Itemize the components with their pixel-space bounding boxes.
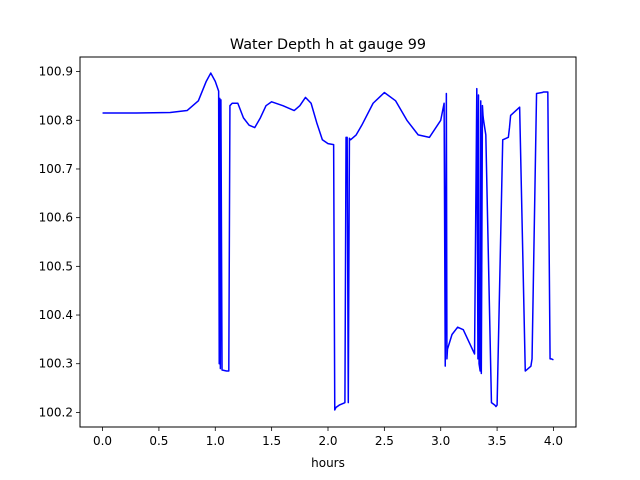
x-tick-label: 1.5 [262, 434, 281, 448]
y-tick-label: 100.3 [39, 357, 73, 371]
chart-title: Water Depth h at gauge 99 [230, 37, 426, 53]
x-axis-label: hours [311, 456, 345, 470]
x-tick-label: 4.0 [544, 434, 563, 448]
x-tick-label: 3.5 [488, 434, 507, 448]
x-tick-label: 1.0 [206, 434, 225, 448]
x-axis: 0.0 0.5 1.0 1.5 2.0 2.5 3.0 3.5 4.0 [93, 427, 563, 448]
y-tick-label: 100.2 [39, 405, 73, 419]
y-axis: 100.2 100.3 100.4 100.5 100.6 100.7 100.8 100.9 [39, 65, 80, 419]
y-tick-label: 100.7 [39, 162, 73, 176]
x-tick-label: 0.5 [149, 434, 168, 448]
y-tick-label: 100.4 [39, 308, 73, 322]
y-tick-label: 100.8 [39, 113, 73, 127]
x-tick-label: 2.0 [318, 434, 337, 448]
series-group [102, 72, 554, 411]
y-tick-label: 100.9 [39, 65, 73, 79]
x-tick-label: 3.0 [431, 434, 450, 448]
y-tick-label: 100.5 [39, 259, 73, 273]
series-line-0 [102, 72, 554, 411]
y-tick-label: 100.6 [39, 211, 73, 225]
x-tick-label: 0.0 [93, 434, 112, 448]
x-tick-label: 2.5 [375, 434, 394, 448]
